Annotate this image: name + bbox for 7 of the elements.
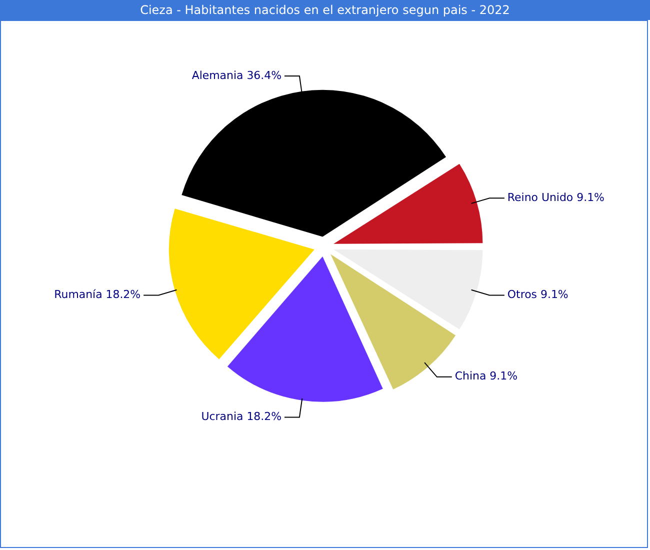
slice-label: Ucrania 18.2% — [201, 410, 282, 424]
slice-label: Alemania 36.4% — [192, 68, 282, 82]
slice-label: Rumanía 18.2% — [54, 288, 141, 302]
slice-label: Reino Unido 9.1% — [507, 190, 604, 204]
slice-label: Otros 9.1% — [507, 288, 568, 302]
slice-label: China 9.1% — [454, 370, 518, 383]
chart-title: Cieza - Habitantes nacidos en el extranjero segun pais - 2022 — [0, 0, 650, 20]
